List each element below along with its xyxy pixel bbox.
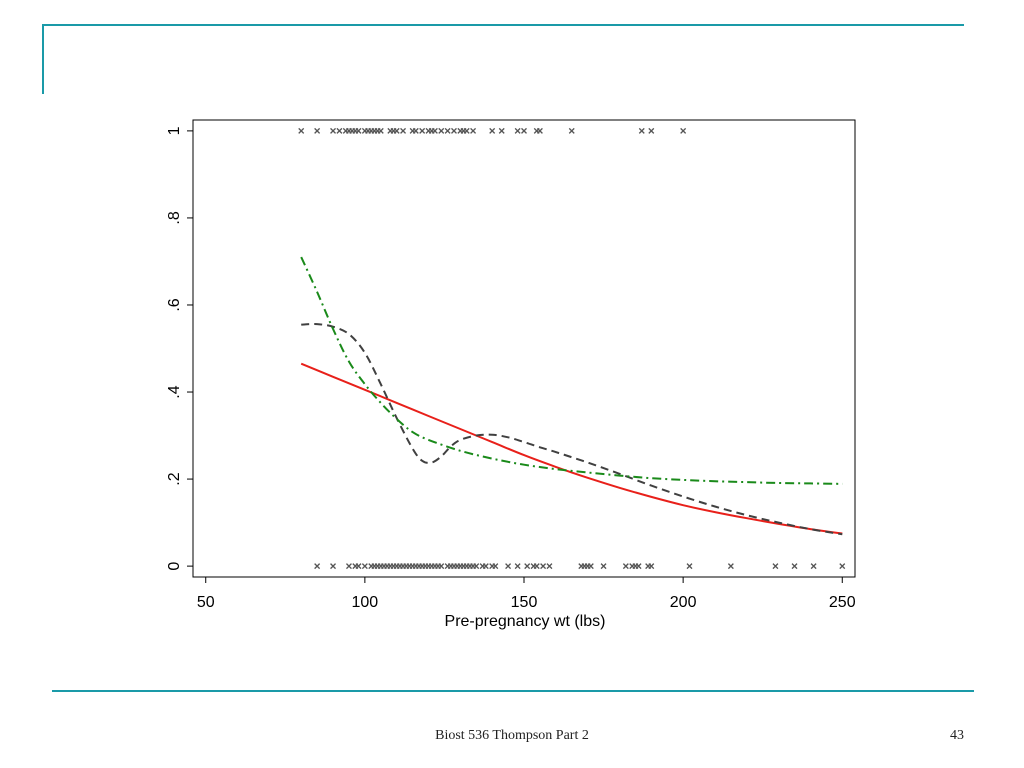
data-point	[298, 127, 305, 134]
x-tick-label: 150	[511, 594, 538, 611]
x-tick-label: 250	[829, 594, 856, 611]
data-point	[361, 563, 368, 570]
y-tick-label: .4	[166, 385, 183, 398]
data-point	[533, 563, 540, 570]
x-tick-label: 200	[670, 594, 697, 611]
y-tick-label: 0	[166, 562, 183, 571]
data-point	[314, 127, 321, 134]
y-tick-label: .6	[166, 298, 183, 311]
data-point	[791, 563, 798, 570]
data-point	[438, 563, 445, 570]
x-tick-label: 100	[352, 594, 379, 611]
data-point	[355, 127, 362, 134]
data-point	[638, 127, 645, 134]
data-point	[498, 127, 505, 134]
footer-course: Biost 536 Thompson Part 2	[435, 728, 589, 743]
data-point	[536, 127, 543, 134]
data-point	[514, 563, 521, 570]
data-point	[489, 127, 496, 134]
data-point	[492, 563, 499, 570]
data-point	[772, 563, 779, 570]
data-point	[514, 127, 521, 134]
data-point	[438, 127, 445, 134]
data-point	[568, 127, 575, 134]
fit-lines	[300, 256, 843, 536]
series-line-3	[300, 256, 843, 485]
data-point	[622, 563, 629, 570]
series-line-2	[301, 323, 843, 536]
y-tick-label: 1	[166, 126, 183, 135]
data-point	[463, 127, 470, 134]
header-side-bar	[42, 24, 44, 94]
data-point	[444, 127, 451, 134]
data-point	[680, 127, 687, 134]
data-point	[587, 563, 594, 570]
x-axis: 50 100 150 200 250	[197, 577, 856, 611]
x-axis-label: Pre-pregnancy wt (lbs)	[445, 613, 606, 630]
data-point	[400, 127, 407, 134]
data-point	[505, 563, 512, 570]
page-number: 43	[950, 728, 964, 743]
data-point	[686, 563, 693, 570]
data-point	[648, 563, 655, 570]
plot-frame	[192, 119, 856, 578]
data-point	[412, 127, 419, 134]
data-point	[355, 563, 362, 570]
data-point	[377, 127, 384, 134]
data-point	[648, 127, 655, 134]
data-point	[314, 563, 321, 570]
data-point	[470, 127, 477, 134]
data-point	[473, 563, 480, 570]
data-point	[727, 563, 734, 570]
data-point	[600, 563, 607, 570]
data-point	[521, 127, 527, 134]
data-point	[393, 127, 400, 134]
y-axis: 0 .2 .4 .6 .8 1	[166, 126, 193, 571]
data-point	[330, 127, 336, 134]
x-tick-label: 50	[197, 594, 215, 611]
data-point	[546, 563, 553, 570]
data-point	[635, 563, 642, 570]
data-point	[345, 563, 352, 570]
data-point	[451, 127, 457, 134]
data-point	[431, 127, 438, 134]
footer-rule	[52, 690, 974, 692]
data-point	[524, 563, 531, 570]
data-point	[540, 563, 547, 570]
data-point	[482, 563, 489, 570]
scatter-points	[298, 127, 846, 570]
data-point	[336, 127, 343, 134]
data-point	[330, 563, 336, 570]
y-tick-label: .2	[166, 472, 183, 485]
y-tick-label: .8	[166, 211, 183, 224]
data-point	[810, 563, 817, 570]
series-line-1	[300, 362, 843, 535]
data-point	[419, 127, 426, 134]
data-point	[839, 563, 846, 570]
header-rule	[42, 24, 964, 26]
